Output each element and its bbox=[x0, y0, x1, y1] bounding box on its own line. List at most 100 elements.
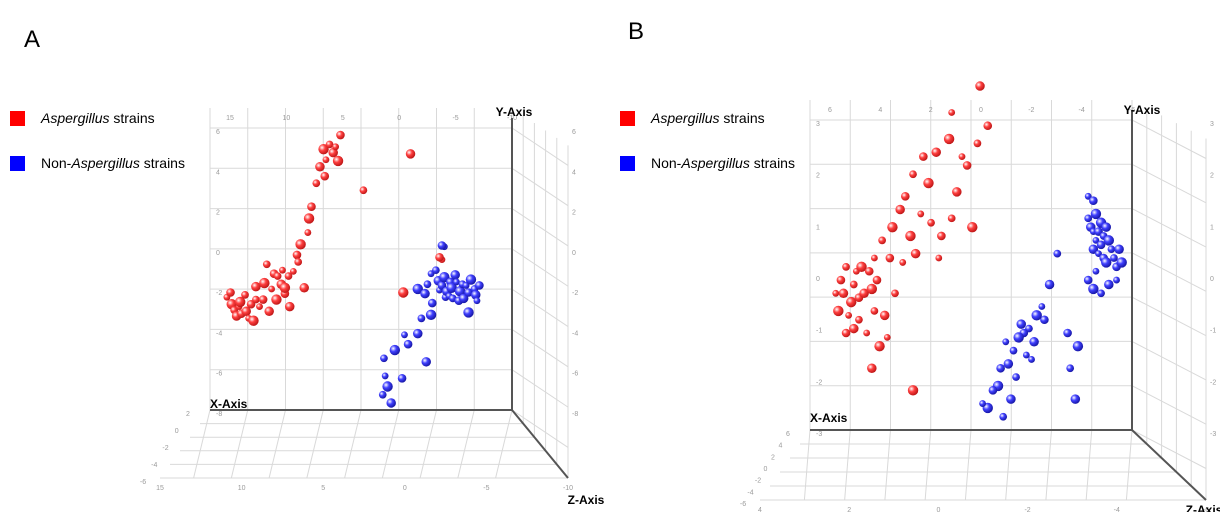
left-tick-label: 3 bbox=[816, 121, 820, 128]
y-tick-label: 6 bbox=[572, 129, 576, 136]
aspergillus-point bbox=[887, 221, 898, 233]
grid-line bbox=[306, 409, 324, 479]
scatter-3d-chart-b: 6420-2-4-63210-1-2-33210-1-2-3420-2-4-66… bbox=[740, 81, 1220, 512]
y-tick-label: 1 bbox=[1210, 224, 1214, 231]
non-aspergillus-point bbox=[1053, 249, 1062, 258]
y-tick-label: 4 bbox=[572, 169, 576, 176]
aspergillus-point bbox=[258, 295, 268, 304]
aspergillus-point bbox=[885, 253, 895, 263]
y-tick-label: -4 bbox=[572, 330, 578, 337]
aspergillus-point bbox=[322, 156, 330, 164]
aspergillus-point bbox=[251, 281, 261, 292]
x-tick-label: 15 bbox=[156, 485, 164, 492]
legend-item-non-aspergillus: Non-Aspergillus strains bbox=[620, 155, 795, 171]
aspergillus-point bbox=[312, 179, 321, 188]
aspergillus-point bbox=[895, 204, 905, 215]
aspergillus-point bbox=[332, 155, 344, 167]
grid-line bbox=[1131, 340, 1207, 381]
aspergillus-point bbox=[919, 152, 928, 161]
aspergillus-point bbox=[867, 363, 877, 374]
non-aspergillus-point bbox=[1097, 289, 1105, 298]
non-aspergillus-point bbox=[453, 278, 460, 286]
non-aspergillus-point bbox=[1038, 303, 1046, 310]
non-aspergillus-point bbox=[1092, 236, 1100, 244]
grid-line bbox=[1131, 163, 1207, 204]
left-tick-label: 4 bbox=[216, 169, 220, 176]
non-aspergillus-point bbox=[381, 372, 389, 380]
left-tick-label: 2 bbox=[816, 173, 820, 180]
x-axis-title: X-Axis bbox=[210, 397, 248, 411]
left-tick-label: -8 bbox=[216, 411, 222, 418]
x-tick-label: -2 bbox=[1024, 507, 1030, 512]
aspergillus-point bbox=[325, 140, 334, 149]
aspergillus-point bbox=[967, 221, 978, 233]
non-aspergillus-point bbox=[1016, 319, 1026, 329]
z-tick-label: -4 bbox=[151, 462, 157, 469]
non-aspergillus-point bbox=[1092, 267, 1100, 275]
top-tick-label: -4 bbox=[1079, 107, 1085, 114]
z-axis-title: Z-Axis bbox=[568, 493, 605, 507]
aspergillus-point bbox=[398, 287, 409, 298]
x-tick-label: 4 bbox=[758, 507, 762, 512]
legend-swatch-red bbox=[10, 110, 25, 126]
non-aspergillus-point bbox=[465, 274, 477, 285]
grid-line bbox=[511, 167, 569, 207]
z-tick-label: 0 bbox=[764, 466, 768, 473]
legend-item-aspergillus: Aspergillus strains bbox=[620, 110, 765, 126]
non-aspergillus-point bbox=[420, 288, 430, 299]
grid-line bbox=[884, 429, 891, 501]
aspergillus-point bbox=[303, 213, 315, 224]
aspergillus-point bbox=[891, 289, 899, 298]
y-tick-label: 0 bbox=[572, 250, 576, 257]
aspergillus-point bbox=[883, 333, 891, 341]
legend-swatch-blue bbox=[10, 155, 25, 171]
non-aspergillus-point bbox=[1012, 373, 1020, 381]
aspergillus-point bbox=[864, 266, 874, 276]
legend-label: Non-Aspergillus strains bbox=[651, 155, 795, 171]
aspergillus-point bbox=[838, 288, 849, 299]
non-aspergillus-point bbox=[1084, 214, 1093, 223]
aspergillus-point bbox=[958, 153, 966, 161]
y-tick-label: -6 bbox=[572, 371, 578, 378]
x-tick-label: 10 bbox=[238, 485, 246, 492]
grid-line bbox=[511, 288, 569, 327]
top-tick-label: 15 bbox=[226, 115, 234, 122]
left-tick-label: 0 bbox=[216, 250, 220, 257]
non-aspergillus-point bbox=[471, 290, 481, 300]
y-tick-label: -8 bbox=[572, 411, 578, 418]
grid-line bbox=[1085, 429, 1093, 501]
left-tick-label: -2 bbox=[216, 290, 222, 297]
panel-b: B Aspergillus strains Non-Aspergillus st… bbox=[610, 0, 1220, 512]
aspergillus-point bbox=[846, 296, 857, 308]
aspergillus-point bbox=[256, 303, 263, 310]
z-tick-label: 2 bbox=[186, 411, 190, 418]
x-tick-label: 0 bbox=[403, 485, 407, 492]
aspergillus-point bbox=[842, 262, 850, 271]
z-tick-label: -6 bbox=[740, 501, 746, 508]
non-aspergillus-point bbox=[1044, 279, 1055, 290]
left-tick-label: 1 bbox=[816, 224, 820, 231]
aspergillus-point bbox=[259, 277, 270, 289]
non-aspergillus-point bbox=[1003, 359, 1014, 369]
legend-label: Aspergillus strains bbox=[651, 110, 765, 126]
non-aspergillus-point bbox=[380, 354, 388, 363]
grid-line bbox=[511, 208, 569, 247]
x-tick-label: 2 bbox=[847, 507, 851, 512]
non-aspergillus-point bbox=[1084, 192, 1092, 200]
non-aspergillus-point bbox=[1103, 235, 1115, 246]
aspergillus-point bbox=[332, 143, 340, 151]
top-tick-label: 6 bbox=[828, 107, 832, 114]
aspergillus-point bbox=[304, 229, 312, 236]
aspergillus-point bbox=[871, 254, 878, 262]
aspergillus-point bbox=[973, 139, 982, 148]
top-tick-label: -5 bbox=[452, 115, 458, 122]
non-aspergillus-point bbox=[401, 331, 408, 339]
aspergillus-point bbox=[307, 202, 316, 212]
aspergillus-point bbox=[328, 147, 338, 158]
non-aspergillus-point bbox=[1110, 254, 1118, 262]
non-aspergillus-point bbox=[432, 266, 440, 275]
z-tick-label: -4 bbox=[747, 489, 753, 496]
aspergillus-point bbox=[856, 261, 867, 273]
non-aspergillus-point bbox=[412, 283, 423, 295]
x-tick-label: 0 bbox=[936, 507, 940, 512]
